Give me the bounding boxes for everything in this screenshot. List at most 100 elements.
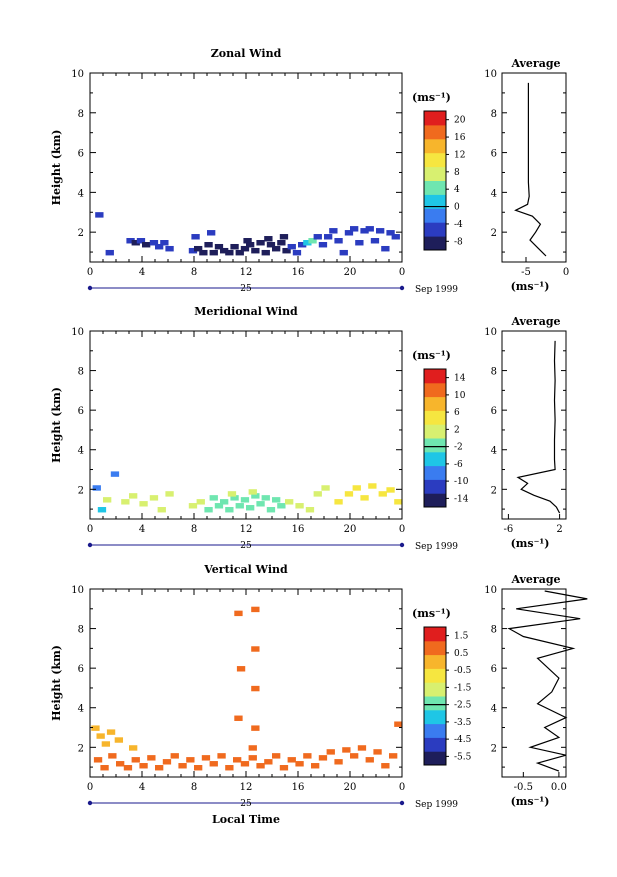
average-title: Average: [510, 57, 560, 70]
y-tick-label: 2: [78, 743, 84, 754]
avg-y-tick-label: 8: [491, 109, 497, 120]
data-cell: [295, 503, 304, 509]
avg-y-tick-label: 2: [491, 743, 497, 754]
plot-frame: [89, 72, 403, 263]
x-tick-label: 8: [191, 524, 197, 535]
colorbar-tick-label: -2.5: [454, 701, 472, 711]
x-tick-label: 20: [344, 267, 357, 278]
data-cell: [251, 725, 260, 731]
colorbar-swatch: [424, 654, 446, 669]
colorbar-tick-label: 0: [454, 203, 460, 213]
data-cell: [233, 757, 242, 763]
data-cell: [295, 761, 304, 767]
data-cell: [114, 737, 124, 743]
avg-y-tick-label: 6: [491, 406, 497, 417]
average-unit-label: (ms⁻¹): [511, 537, 550, 550]
colorbar-swatch: [424, 627, 446, 642]
data-cell: [370, 238, 380, 244]
average-frame: [501, 588, 567, 778]
colorbar-tick-label: -10: [454, 477, 469, 487]
data-cell: [234, 715, 243, 721]
data-cell: [105, 249, 114, 256]
data-cell: [209, 761, 218, 767]
colorbar-tick-label: -14: [454, 494, 469, 504]
data-cell: [191, 234, 200, 240]
y-tick-label: 6: [78, 664, 84, 675]
data-cell: [108, 753, 117, 759]
data-cell: [157, 507, 166, 513]
data-cell: [196, 499, 205, 505]
colorbar-tick-label: -5.5: [454, 752, 472, 762]
data-cell: [256, 763, 265, 769]
day-label: 25: [240, 284, 252, 294]
colorbar-swatch: [424, 451, 446, 467]
data-cell: [251, 606, 260, 613]
x-tick-label: 8: [191, 782, 197, 793]
x-tick-label: 0: [87, 782, 93, 793]
colorbar-tick-label: 20: [454, 116, 466, 126]
data-cell: [279, 234, 289, 240]
data-cell: [139, 501, 148, 507]
colorbar-tick-label: 4: [454, 185, 460, 195]
data-cell: [334, 759, 343, 765]
data-cell: [378, 491, 387, 497]
colorbar-swatch: [424, 382, 446, 398]
avg-x-tick-label: -0.5: [514, 782, 533, 793]
data-cell: [194, 245, 203, 252]
average-title: Average: [510, 573, 560, 586]
panel-1: Meridional Wind 2 4 6 8 10 Height (km) 0 4 8 12 16 2…: [50, 305, 567, 552]
colorbar-swatch: [424, 709, 446, 725]
colorbar-swatch: [424, 465, 446, 480]
data-cell: [381, 245, 390, 252]
y-tick-label: 2: [78, 485, 84, 496]
data-cell: [214, 503, 224, 509]
y-tick-label: 6: [78, 149, 84, 160]
data-cell: [139, 763, 148, 769]
day-bar-end: [399, 800, 405, 806]
data-cell: [272, 497, 281, 503]
data-cell: [240, 245, 250, 252]
y-tick-label: 4: [78, 446, 84, 457]
colorbar-tick-label: 12: [454, 150, 465, 160]
data-cell: [246, 241, 255, 248]
x-tick-label: 16: [292, 267, 305, 278]
data-cell: [355, 240, 364, 246]
data-cell: [386, 487, 395, 493]
data-cell: [282, 247, 291, 254]
data-cell: [303, 240, 312, 246]
data-cell: [342, 747, 351, 753]
average-unit-label: (ms⁻¹): [511, 280, 550, 293]
day-label: 25: [240, 541, 252, 551]
data-cell: [178, 763, 187, 769]
avg-y-tick-label: 10: [484, 327, 497, 338]
x-tick-label: 16: [292, 524, 305, 535]
data-cell: [389, 753, 398, 759]
data-cell: [165, 491, 174, 497]
data-cell: [199, 249, 208, 256]
x-tick-label: 4: [139, 524, 145, 535]
x-tick-label: 0: [399, 782, 405, 793]
x-tick-label: 16: [292, 782, 305, 793]
data-cell: [368, 483, 377, 489]
data-cell: [91, 725, 100, 731]
data-cell: [225, 765, 234, 771]
colorbar-tick-label: -0.5: [454, 666, 472, 676]
data-cell: [236, 666, 246, 672]
data-cell: [386, 230, 395, 236]
data-cell: [264, 759, 273, 765]
day-bar-end: [87, 800, 93, 806]
data-cell: [235, 249, 244, 256]
date-label: Sep 1999: [415, 542, 458, 552]
colorbar-swatch: [424, 166, 446, 181]
data-cell: [313, 234, 322, 240]
x-tick-label: 0: [87, 267, 93, 278]
data-cell: [261, 249, 270, 256]
data-cell: [129, 745, 138, 751]
data-cell: [147, 755, 156, 761]
average-frame: [501, 72, 567, 263]
data-cell: [100, 765, 109, 771]
colorbar-swatch: [424, 640, 446, 656]
data-cell: [123, 765, 133, 771]
y-tick-label: 6: [78, 406, 84, 417]
